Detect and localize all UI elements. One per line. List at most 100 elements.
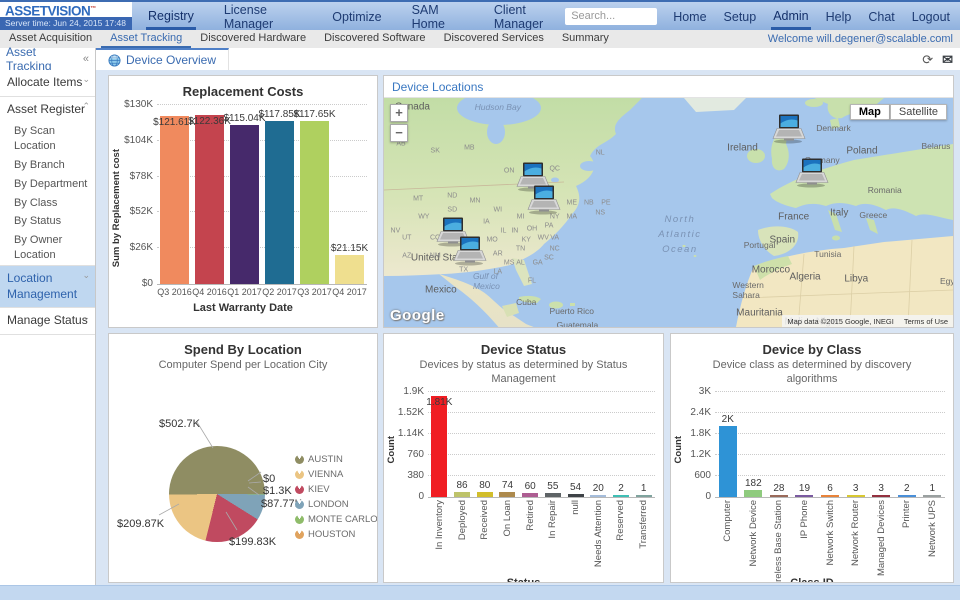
nav-item-chat[interactable]: Chat xyxy=(868,10,895,24)
sidebar-subitem-by-owner-location[interactable]: By Owner Location xyxy=(14,234,63,262)
sidebar-subitem-by-scan-location[interactable]: By Scan Location xyxy=(14,125,56,153)
nav-item-help[interactable]: Help xyxy=(825,10,852,24)
device-marker-laptop-icon[interactable] xyxy=(769,114,807,150)
search-input[interactable] xyxy=(565,7,658,25)
bar-ip-phone[interactable]: 19 xyxy=(795,483,814,497)
bar-value-label: 6 xyxy=(827,482,833,494)
sidebar-item-allocate-items[interactable]: Allocate Items ⌄ xyxy=(0,70,95,96)
bar-q4-2017[interactable]: $21.15K xyxy=(331,243,368,284)
bar-printer[interactable]: 2 xyxy=(897,483,916,497)
nav-item-license-manager[interactable]: License Manager xyxy=(223,3,274,31)
bar-reserved[interactable]: 2 xyxy=(612,483,629,497)
google-logo[interactable]: Google xyxy=(390,307,445,324)
bar-received[interactable]: 80 xyxy=(476,480,493,497)
tab-discovered-services[interactable]: Discovered Services xyxy=(443,32,544,44)
sidebar-subitem-by-department[interactable]: By Department xyxy=(14,177,88,190)
nav-item-optimize[interactable]: Optimize xyxy=(332,10,382,24)
bar-null[interactable]: 54 xyxy=(567,482,584,497)
x-tick-label: Network Router xyxy=(850,499,862,566)
tab-asset-tracking[interactable]: Asset Tracking xyxy=(101,30,192,48)
bar-q3-2017[interactable]: $117.65K xyxy=(293,109,336,284)
collapse-sidebar-icon[interactable]: « xyxy=(82,53,89,65)
bar-q3-2016[interactable]: $121.61K xyxy=(153,115,196,284)
device-marker-laptop-icon[interactable] xyxy=(524,185,562,221)
nav-item-setup[interactable]: Setup xyxy=(723,10,757,24)
logo-text: AssetVision xyxy=(5,3,91,19)
sidebar-subitem-by-class[interactable]: By Class xyxy=(14,196,58,209)
bar-network-device[interactable]: 182 xyxy=(744,478,763,497)
zoom-out-button[interactable]: − xyxy=(390,124,408,142)
google-map[interactable]: Canada Hudson Bay United States Mexico Gulf … xyxy=(384,98,953,327)
bar-value-label: 80 xyxy=(479,480,491,492)
bar-slot: 3 xyxy=(843,392,869,497)
bar-deployed[interactable]: 86 xyxy=(454,480,471,497)
bar-q4-2016[interactable]: $122.36K xyxy=(188,114,231,284)
device-marker-laptop-icon[interactable] xyxy=(513,162,551,198)
legend-item-kiev[interactable]: KIEV xyxy=(295,482,377,497)
legend-pie-icon xyxy=(295,500,304,509)
bar-managed-devices[interactable]: 3 xyxy=(872,483,891,497)
gridline xyxy=(157,211,367,213)
bar-in-inventory[interactable]: 1.81K xyxy=(426,395,452,497)
device-marker-laptop-icon[interactable] xyxy=(792,158,830,193)
legend-item-austin[interactable]: AUSTIN xyxy=(295,452,377,467)
legend-item-houston[interactable]: HOUSTON xyxy=(295,527,377,542)
mail-icon[interactable]: ✉ xyxy=(942,51,953,67)
trademark: ™ xyxy=(90,6,96,12)
gridline xyxy=(715,432,945,434)
bar-transferred[interactable]: 1 xyxy=(635,483,652,497)
terms-of-use-link[interactable]: Terms of Use xyxy=(903,316,948,326)
bar-on-loan[interactable]: 74 xyxy=(499,480,516,497)
sidebar-subitem-by-status[interactable]: By Status xyxy=(14,215,62,228)
sidebar-item-asset-register[interactable]: Asset Register ⌃ xyxy=(0,97,95,123)
nav-item-registry[interactable]: Registry xyxy=(145,3,196,30)
nav-item-home[interactable]: Home xyxy=(673,10,707,24)
bar-network-router[interactable]: 3 xyxy=(846,483,865,497)
tab-summary[interactable]: Summary xyxy=(561,32,609,44)
bar-retired[interactable]: 60 xyxy=(522,481,539,497)
bar-needs-attention[interactable]: 20 xyxy=(590,483,607,497)
legend-item-monte-carlo[interactable]: MONTE CARLO xyxy=(295,512,377,527)
top-navigation-bar: AssetVision™ Server time: Jun 24, 2015 1… xyxy=(0,0,960,31)
gridline xyxy=(157,247,367,249)
nav-item-admin[interactable]: Admin xyxy=(771,3,811,30)
y-tick-label: $52K xyxy=(129,206,153,218)
zoom-in-button[interactable]: + xyxy=(390,104,408,122)
bar-q1-2017[interactable]: $115.04K xyxy=(223,113,266,284)
bar-value-label: 2 xyxy=(618,482,624,494)
bar-in-repair[interactable]: 55 xyxy=(544,481,561,497)
bar-computer[interactable]: 2K xyxy=(718,414,737,497)
device-marker-laptop-icon[interactable] xyxy=(450,236,488,271)
bar-value-label: 182 xyxy=(745,478,762,490)
nav-item-sam-home[interactable]: SAM Home xyxy=(411,3,445,31)
bar-slot: $117.65K xyxy=(293,105,336,284)
sidebar-subitem-by-branch[interactable]: By Branch xyxy=(14,158,65,171)
tab-asset-acquisition[interactable]: Asset Acquisition xyxy=(9,32,93,44)
bar-wireless-base-station[interactable]: 28 xyxy=(769,483,788,497)
bar-slot: 2 xyxy=(894,392,920,497)
gridline xyxy=(715,453,945,455)
map-button[interactable]: Map xyxy=(849,104,890,120)
tab-device-overview[interactable]: Device Overview xyxy=(96,48,230,70)
y-axis-title-text: Count xyxy=(672,436,684,464)
pie-chart[interactable] xyxy=(169,446,265,542)
bar-slot: 2K xyxy=(715,392,741,497)
tab-discovered-hardware[interactable]: Discovered Hardware xyxy=(200,32,307,44)
satellite-button[interactable]: Satellite xyxy=(889,104,947,120)
x-axis-title: Last Warranty Date xyxy=(193,302,293,314)
legend-item-vienna[interactable]: VIENNA xyxy=(295,467,377,482)
nav-item-logout[interactable]: Logout xyxy=(911,10,950,24)
nav-item-client-manager[interactable]: Client Manager xyxy=(493,3,544,31)
refresh-icon[interactable]: ⟳ xyxy=(922,51,934,67)
gridline xyxy=(428,453,655,455)
sidebar-item-location-management[interactable]: Location Management ⌄ xyxy=(0,265,95,308)
pie-legend: AUSTIN VIENNA KIEV LONDON MONTE CARLO HOUSTON xyxy=(295,452,377,542)
sidebar-item-manage-status[interactable]: Manage Status ⌄ xyxy=(0,308,95,334)
bar-network-switch[interactable]: 6 xyxy=(821,483,840,497)
tab-discovered-software[interactable]: Discovered Software xyxy=(324,32,426,44)
bar-value-label: $117.65K xyxy=(293,109,336,121)
bar-q2-2017[interactable]: $117.85K xyxy=(258,109,301,284)
bar-network-ups[interactable]: 1 xyxy=(923,483,942,497)
x-axis-labels: In Inventory Deployed Received On Loan Retir… xyxy=(428,500,655,576)
legend-item-london[interactable]: LONDON xyxy=(295,497,377,512)
